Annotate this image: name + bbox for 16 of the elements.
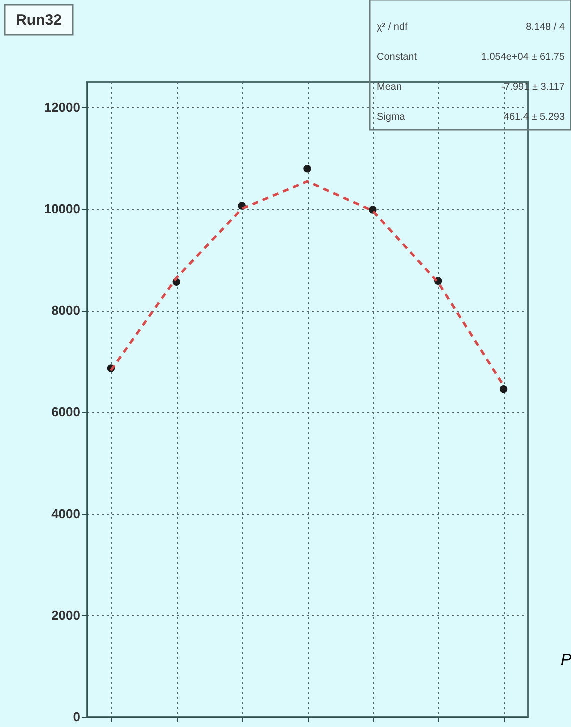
y-tick-label: 12000: [44, 100, 80, 115]
text: χ² / ndf: [377, 22, 408, 33]
text: 1.054e+04 ± 61.75: [481, 52, 566, 63]
chart-title: Run32: [16, 12, 62, 29]
y-tick-label: 8000: [52, 303, 80, 318]
point: [500, 385, 508, 394]
annotation: Sigma: [377, 112, 406, 123]
text: 8.148 / 4: [526, 22, 566, 33]
y-tick-label: 2000: [52, 608, 80, 623]
text: Constant: [377, 52, 418, 63]
y-tick-label: 6000: [52, 404, 80, 420]
annotation: Mean: [377, 82, 402, 93]
point: [304, 165, 312, 173]
y-tick-label: 10000: [44, 202, 80, 216]
y-tick-label: 0: [73, 710, 80, 724]
y-tick-label: 4000: [52, 506, 80, 522]
